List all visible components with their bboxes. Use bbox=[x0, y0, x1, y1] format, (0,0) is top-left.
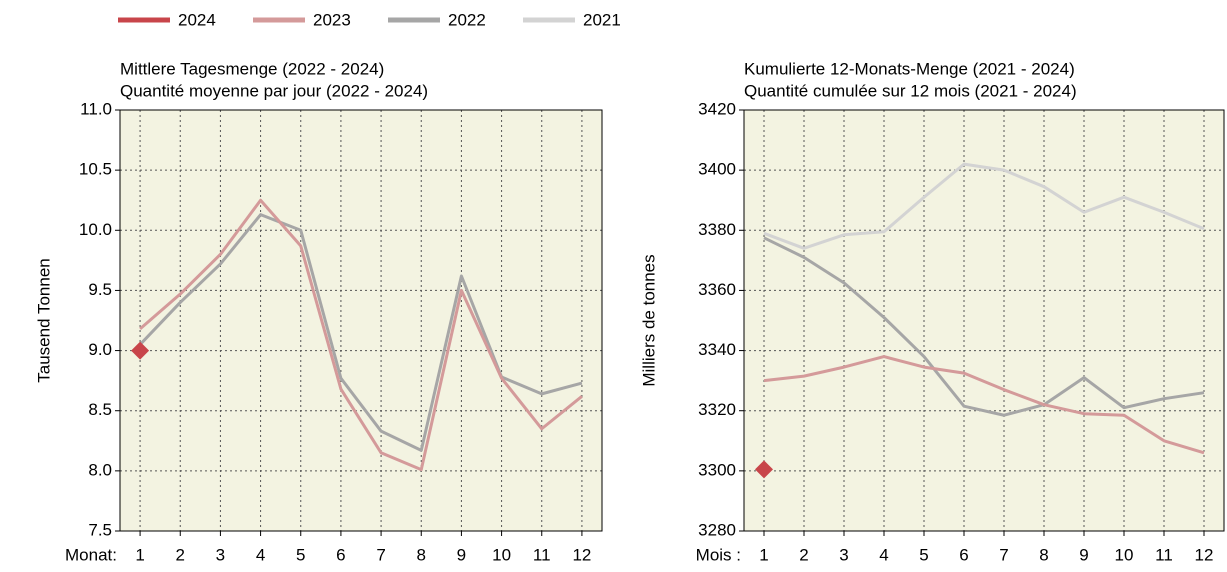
x-tick-label: 2 bbox=[799, 545, 808, 564]
y-axis-label: Tausend Tonnen bbox=[34, 258, 53, 382]
y-axis-label: Milliers de tonnes bbox=[639, 254, 658, 386]
x-tick-label: 8 bbox=[1039, 545, 1048, 564]
x-tick-label: 2 bbox=[176, 545, 185, 564]
y-tick-label: 7.5 bbox=[88, 520, 112, 539]
x-tick-label: 9 bbox=[1079, 545, 1088, 564]
legend-label: 2023 bbox=[313, 10, 351, 29]
y-tick-label: 10.5 bbox=[79, 160, 112, 179]
data-marker bbox=[755, 460, 773, 479]
x-tick-label: 1 bbox=[759, 545, 768, 564]
chart-title: Mittlere Tagesmenge (2022 - 2024) bbox=[120, 59, 384, 78]
x-axis-label: Monat: bbox=[65, 545, 117, 564]
legend-label: 2024 bbox=[178, 10, 216, 29]
x-tick-label: 5 bbox=[296, 545, 305, 564]
y-tick-label: 10.0 bbox=[79, 220, 112, 239]
y-tick-label: 11.0 bbox=[80, 99, 112, 118]
x-tick-label: 4 bbox=[879, 545, 888, 564]
chart-title: Quantité moyenne par jour (2022 - 2024) bbox=[120, 81, 428, 100]
plot-area bbox=[120, 110, 602, 531]
x-tick-label: 10 bbox=[492, 545, 511, 564]
x-tick-label: 11 bbox=[1155, 545, 1173, 564]
plot-border bbox=[743, 109, 1225, 532]
y-tick-label: 3320 bbox=[698, 400, 736, 419]
x-tick-label: 8 bbox=[417, 545, 426, 564]
plot-area bbox=[744, 110, 1224, 531]
chart-title: Quantité cumulée sur 12 mois (2021 - 202… bbox=[744, 81, 1077, 100]
x-tick-label: 5 bbox=[919, 545, 928, 564]
x-tick-label: 6 bbox=[959, 545, 968, 564]
x-axis-label: Mois : bbox=[696, 545, 741, 564]
y-tick-label: 3300 bbox=[698, 460, 736, 479]
x-tick-label: 10 bbox=[1115, 545, 1134, 564]
series-line bbox=[138, 213, 583, 452]
data-marker bbox=[131, 341, 150, 360]
y-tick-label: 3400 bbox=[698, 160, 736, 179]
x-tick-label: 12 bbox=[572, 545, 591, 564]
series-line bbox=[763, 162, 1205, 250]
x-tick-label: 3 bbox=[839, 545, 848, 564]
x-tick-label: 12 bbox=[1195, 545, 1214, 564]
series-line bbox=[139, 198, 583, 472]
y-tick-label: 3340 bbox=[698, 340, 736, 359]
x-tick-label: 4 bbox=[256, 545, 265, 564]
x-tick-label: 6 bbox=[336, 545, 345, 564]
series-line bbox=[763, 355, 1205, 455]
y-tick-label: 3280 bbox=[698, 520, 736, 539]
y-tick-label: 3420 bbox=[698, 99, 736, 118]
legend-label: 2022 bbox=[448, 10, 486, 29]
x-tick-label: 11 bbox=[533, 545, 551, 564]
x-tick-label: 1 bbox=[135, 545, 144, 564]
y-tick-label: 8.5 bbox=[88, 400, 112, 419]
series-line bbox=[763, 236, 1205, 417]
x-tick-label: 3 bbox=[216, 545, 225, 564]
y-tick-label: 3360 bbox=[698, 280, 736, 299]
x-tick-label: 9 bbox=[457, 545, 466, 564]
x-tick-label: 7 bbox=[999, 545, 1008, 564]
chart-title: Kumulierte 12-Monats-Menge (2021 - 2024) bbox=[744, 59, 1075, 78]
x-tick-label: 7 bbox=[376, 545, 385, 564]
y-tick-label: 9.0 bbox=[88, 340, 112, 359]
plot-border bbox=[119, 109, 603, 532]
y-tick-label: 9.5 bbox=[88, 280, 112, 299]
y-tick-label: 3380 bbox=[698, 220, 736, 239]
y-tick-label: 8.0 bbox=[88, 460, 112, 479]
legend-label: 2021 bbox=[583, 10, 621, 29]
